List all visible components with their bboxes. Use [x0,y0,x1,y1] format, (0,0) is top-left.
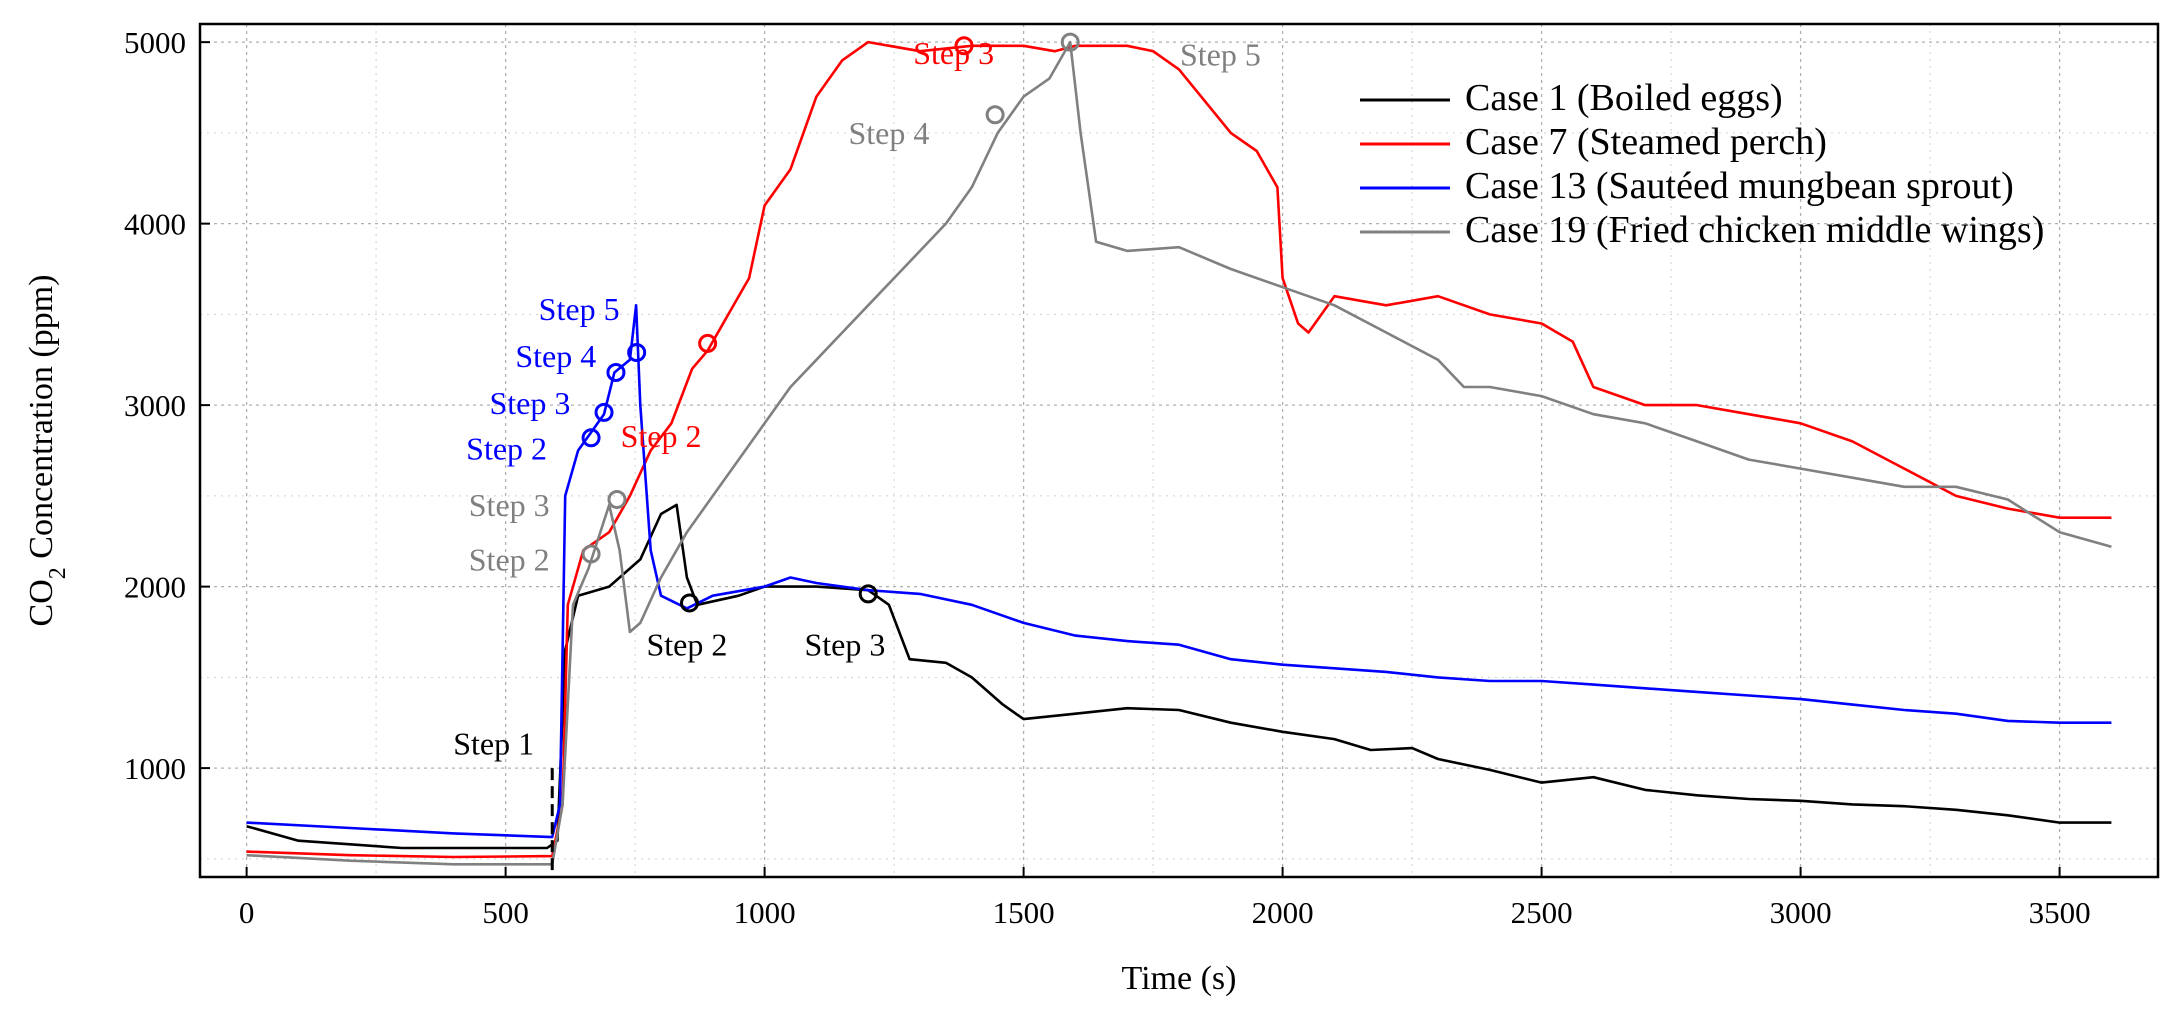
step-marker [1060,32,1080,52]
step-label: Step 3 [469,487,550,523]
step-label: Step 2 [466,431,547,467]
step-marker [954,36,974,56]
step-marker [606,362,626,382]
series-line-2 [246,40,2112,859]
step-label: Step 4 [848,115,929,151]
y-axis-title: CO2 Concentration (ppm) [23,275,71,627]
x-tick-label: 3000 [1770,895,1832,930]
legend-label-4: Case 19 (Fried chicken middle wings) [1465,209,2044,251]
step-label: Step 3 [913,35,994,71]
step-label: Step 1 [453,725,534,761]
x-tick-label: 500 [482,895,529,930]
step-marker [581,428,601,448]
step-marker [607,490,627,510]
step-label: Step 4 [515,338,596,374]
legend-label-2: Case 7 (Steamed perch) [1465,121,1827,163]
y-tick-label: 3000 [124,388,186,423]
step-marker [985,105,1005,125]
legend-label-1: Case 1 (Boiled eggs) [1465,77,1783,119]
y-tick-label: 5000 [124,25,186,60]
step-label: Step 5 [1180,37,1261,73]
x-tick-label: 0 [239,895,255,930]
x-tick-label: 3500 [2029,895,2091,930]
step-marker [680,593,699,613]
step-marker [627,342,647,362]
axis-ticks: 0 500 1000 1500 2000 2500 3000 3500 1000 2000 3000… [124,25,2091,930]
step-label: Step 2 [621,418,702,454]
step-label: Step 2 [646,627,727,663]
x-axis-title: Time (s) [1122,960,1237,997]
step-markers [581,32,1080,613]
step-annotations: Step 1 Step 2 Step 3 Step 2 Step 3 Step 2 Step… [453,35,1261,762]
legend-label-3: Case 13 (Sautéed mungbean sprout) [1465,165,2014,207]
series-line-4 [246,40,2112,866]
grid-lines [200,24,2158,877]
y-tick-label: 1000 [124,751,186,786]
legend: Case 1 (Boiled eggs)Case 7 (Steamed perc… [1360,77,2044,251]
step-label: Step 3 [489,385,570,421]
step-marker [581,544,601,564]
x-tick-label: 2500 [1511,895,1573,930]
x-tick-label: 2000 [1252,895,1314,930]
step-marker [858,584,878,604]
step-label: Step 5 [539,291,620,327]
step-marker [594,402,614,422]
step-marker [698,333,718,353]
series-line-1 [246,503,2112,850]
x-tick-label: 1500 [993,895,1055,930]
plot-frame [198,22,2160,879]
y-tick-label: 2000 [124,570,186,605]
y-tick-label: 4000 [124,207,186,242]
step-label: Step 3 [804,627,885,663]
step-label: Step 2 [469,541,550,577]
x-tick-label: 1000 [734,895,796,930]
